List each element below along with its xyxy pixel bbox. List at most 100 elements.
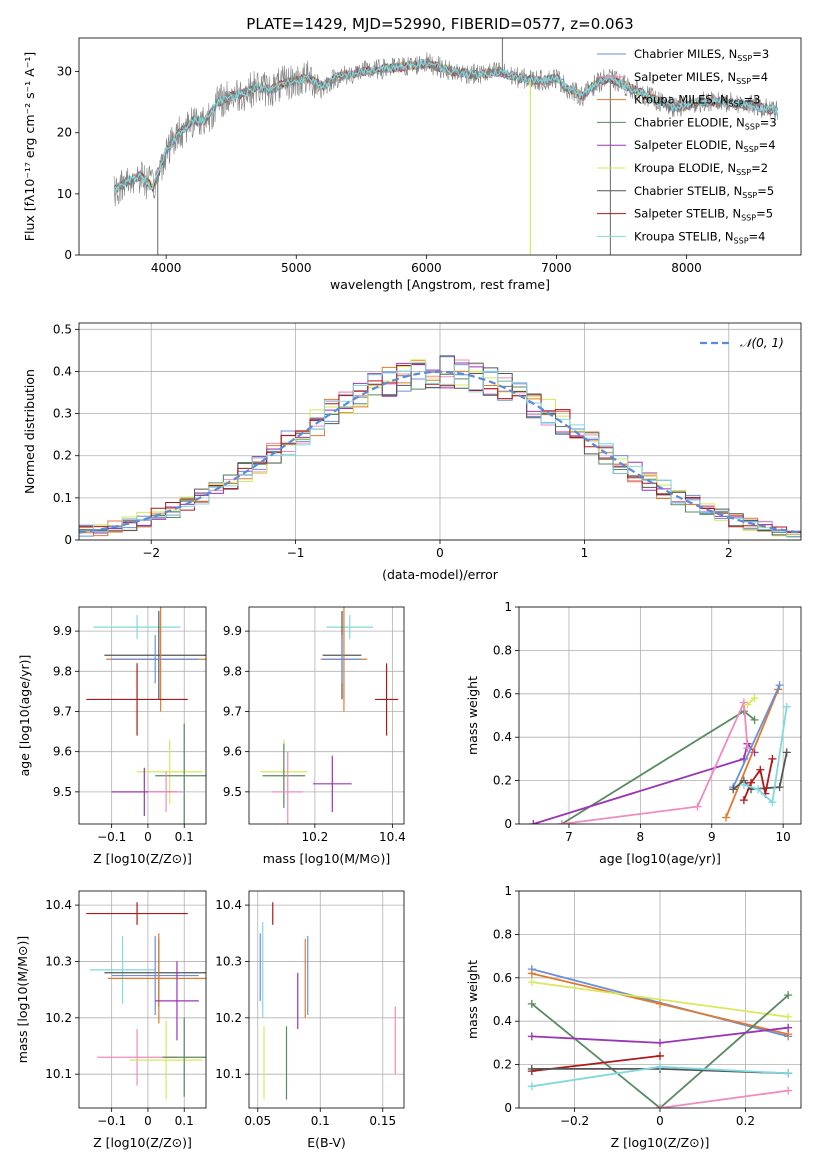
axes-frame	[518, 606, 802, 825]
weight-series-line	[561, 702, 749, 824]
x-tick-label: −2	[142, 546, 160, 560]
x-tick-label: 0	[436, 546, 444, 560]
y-tick-label: 10.1	[45, 1067, 72, 1081]
y-tick-label: 0.5	[53, 322, 72, 336]
y-tick-label: 10.1	[215, 1067, 242, 1081]
weight-point-marker	[739, 796, 748, 805]
weight-point-marker	[739, 780, 748, 789]
x-axis-label: (data-model)/error	[382, 567, 499, 582]
weight-series-line	[531, 981, 789, 1018]
weight-point-marker	[784, 1023, 793, 1032]
x-tick-label: 0.05	[244, 1114, 271, 1128]
weight-point-marker	[784, 1012, 793, 1021]
panel-weight_vs_Z: −0.2 0 0.2 0 0.2 0.4 0.6 0.8 1 Z [log10(Z/Z⊙)] mas…	[465, 884, 802, 1150]
axes-frame	[78, 606, 207, 825]
x-tick-label: −0.2	[560, 1114, 589, 1128]
weight-point-marker	[527, 1082, 536, 1091]
weight-point-marker	[747, 778, 756, 787]
y-tick-label: 9.7	[53, 704, 72, 718]
y-tick-label: 9.8	[53, 664, 72, 678]
histogram-step	[79, 362, 801, 540]
y-tick-label: 0.6	[493, 687, 512, 701]
legend-label: Kroupa ELODIE, NSSP=2	[634, 161, 768, 177]
x-tick-label: 8	[637, 830, 645, 844]
weight-series-line	[746, 697, 756, 706]
weight-point-marker	[768, 754, 777, 763]
weight-point-marker	[784, 991, 793, 1000]
y-tick-label: 0.8	[493, 927, 512, 941]
y-axis-label: mass weight	[465, 676, 480, 755]
weight-point-marker	[557, 820, 566, 824]
y-tick-label: 9.5	[223, 785, 242, 799]
weight-point-marker	[656, 1038, 664, 1047]
x-tick-label: 10	[776, 830, 791, 844]
y-tick-label: 20	[57, 126, 72, 140]
x-tick-label: 1	[581, 546, 589, 560]
y-tick-label: 10.3	[215, 954, 242, 968]
weight-point-marker	[775, 681, 784, 690]
panel-residuals: −2 −1 0 1 2 0 0.1 0.2 0.3 0.4 0.5 (data-model)/erro…	[22, 322, 802, 582]
y-tick-label: 1	[504, 884, 512, 898]
x-axis-label: age [log10(age/yr)]	[599, 851, 721, 866]
y-tick-label: 0.2	[493, 774, 512, 788]
y-tick-label: 10.2	[45, 1011, 72, 1025]
x-tick-label: 5000	[281, 261, 312, 275]
y-tick-label: 0.2	[493, 1058, 512, 1072]
weight-series-line	[725, 689, 780, 818]
y-tick-label: 9.6	[53, 745, 72, 759]
y-tick-label: 0	[504, 817, 512, 831]
y-tick-label: 0	[504, 1101, 512, 1115]
weight-point-marker	[784, 1086, 793, 1095]
weight-point-marker	[756, 765, 765, 774]
panel-weight_vs_age: 7 8 9 10 0 0.2 0.4 0.6 0.8 1 age [log10(age/yr)] ma…	[465, 600, 802, 866]
x-tick-label: 7000	[541, 261, 572, 275]
panel-mass_vs_ebv: 0.05 0.1 0.15 10.1 10.2 10.3 10.4 E(B-V)	[215, 890, 405, 1150]
model-line-overlay	[113, 59, 779, 193]
y-tick-label: 0.1	[53, 491, 72, 505]
x-tick-label: 0.2	[736, 1114, 755, 1128]
plot-area	[113, 38, 779, 255]
x-tick-label: 10.2	[302, 830, 329, 844]
y-tick-label: 0.4	[53, 364, 72, 378]
y-tick-label: 10.4	[45, 898, 72, 912]
plot-area	[529, 681, 791, 824]
x-tick-label: 0.15	[369, 1114, 396, 1128]
weight-point-marker	[782, 702, 791, 711]
legend-label: Kroupa STELIB, NSSP=4	[634, 229, 765, 245]
weight-series-line	[533, 741, 756, 824]
x-tick-label: 0	[656, 1114, 664, 1128]
y-tick-label: 10.2	[215, 1011, 242, 1025]
x-tick-label: 6000	[411, 261, 442, 275]
panel-spectrum: 4000 5000 6000 7000 8000 0 10 20 30 wavelength [A…	[22, 37, 802, 292]
weight-point-marker	[656, 1051, 664, 1060]
y-tick-label: 10.4	[215, 898, 242, 912]
y-tick-label: 10	[57, 187, 72, 201]
axes-frame	[248, 890, 405, 1109]
weight-point-marker	[729, 785, 738, 794]
x-tick-label: 8000	[671, 261, 702, 275]
plot-area	[527, 965, 793, 1108]
y-tick-label: 9.9	[223, 624, 242, 638]
y-axis-label: age [log10(age/yr)]	[17, 655, 32, 777]
legend-label: 𝒩(0, 1)	[740, 336, 784, 350]
y-tick-label: 0.6	[493, 971, 512, 985]
y-tick-label: 0.2	[53, 449, 72, 463]
x-tick-label: 0.1	[311, 1114, 330, 1128]
legend-label: Chabrier MILES, NSSP=3	[634, 47, 769, 63]
y-tick-label: 10.3	[45, 954, 72, 968]
x-axis-label: E(B-V)	[307, 1135, 346, 1150]
x-axis-label: Z [log10(Z/Z⊙)]	[611, 1135, 710, 1150]
weight-point-marker	[527, 978, 536, 987]
axes-frame	[248, 606, 405, 825]
x-tick-label: 0	[144, 830, 152, 844]
y-tick-label: 0	[64, 533, 72, 547]
axes-frame	[78, 37, 802, 256]
y-tick-label: 9.8	[223, 664, 242, 678]
legend: 𝒩(0, 1)	[700, 336, 784, 350]
x-tick-label: 7	[565, 830, 573, 844]
plot-area	[86, 902, 206, 1100]
x-tick-label: 0	[144, 1114, 152, 1128]
figure-title: PLATE=1429, MJD=52990, FIBERID=0577, z=0…	[246, 15, 633, 33]
y-axis-label: Flux [fλ10⁻¹⁷ erg cm⁻² s⁻¹ A⁻¹]	[22, 52, 37, 241]
x-tick-label: −0.1	[97, 830, 126, 844]
